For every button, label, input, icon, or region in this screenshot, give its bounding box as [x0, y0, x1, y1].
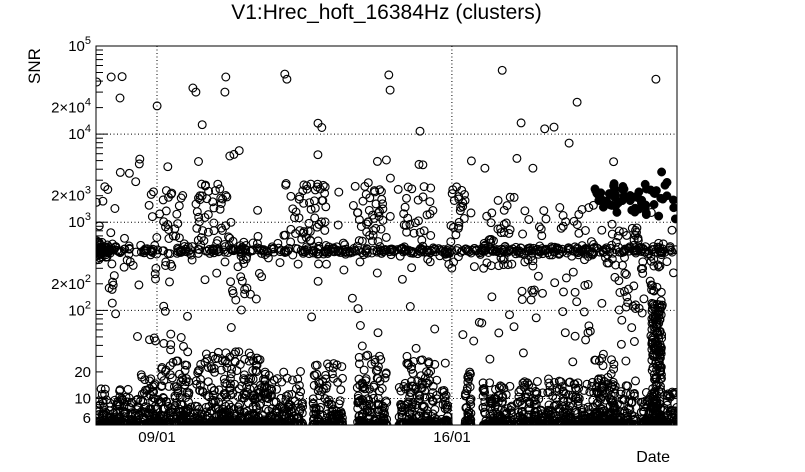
svg-text:10: 10	[74, 391, 91, 408]
svg-text:20: 20	[74, 364, 91, 381]
svg-text:2×102: 2×102	[51, 273, 91, 293]
x-tick-label-09-01: 09/01	[138, 429, 176, 446]
x-axis-title: Date	[636, 449, 670, 466]
svg-text:6: 6	[83, 410, 91, 427]
svg-text:2×103: 2×103	[51, 185, 91, 205]
chart-title: V1:Hrec_hoft_16384Hz (clusters)	[231, 1, 542, 24]
svg-text:105: 105	[68, 35, 91, 55]
svg-text:103: 103	[68, 211, 91, 231]
svg-text:2×104: 2×104	[51, 97, 91, 117]
x-tick-label-16-01: 16/01	[433, 429, 471, 446]
svg-text:104: 104	[68, 123, 91, 143]
svg-text:102: 102	[68, 299, 91, 319]
